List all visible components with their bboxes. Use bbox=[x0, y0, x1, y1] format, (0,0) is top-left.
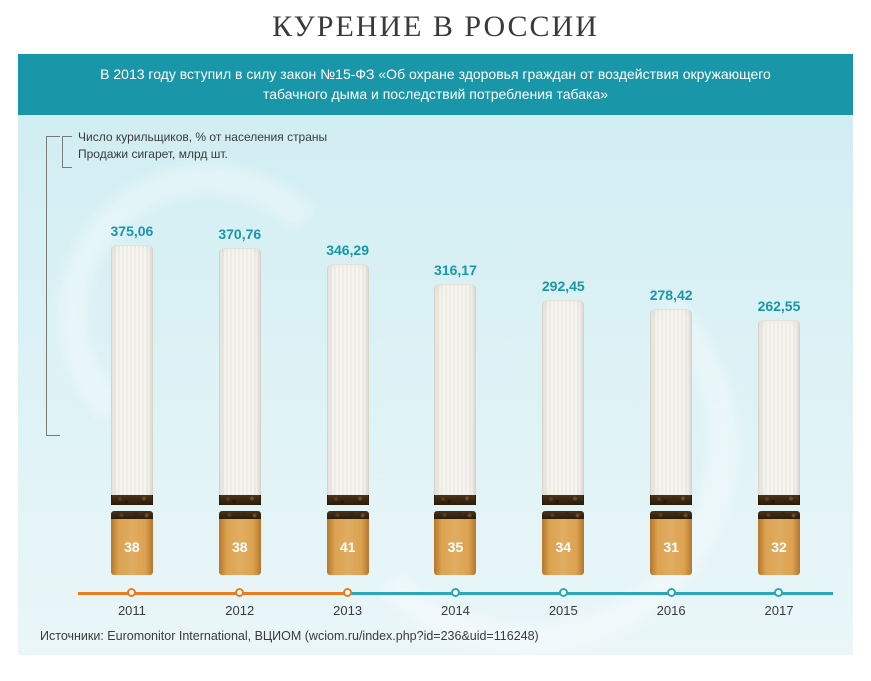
sales-value: 346,29 bbox=[326, 242, 369, 258]
bar-column: 375,06 38 bbox=[84, 223, 180, 575]
cigarette-bar: 32 bbox=[758, 320, 800, 575]
axis-dot bbox=[343, 588, 352, 597]
bars-container: 375,06 38 370,76 38 346,29 41 316,17 35 292,45 34… bbox=[78, 175, 833, 575]
bar-column: 278,42 31 bbox=[623, 287, 719, 575]
axis-year-label: 2016 bbox=[623, 603, 719, 618]
cigarette-paper bbox=[758, 320, 800, 495]
source-text: Источники: Euromonitor International, ВЦ… bbox=[40, 629, 539, 643]
cigarette-bar: 41 bbox=[327, 264, 369, 575]
cigarette-filter: 34 bbox=[542, 519, 584, 575]
cigarette-ash bbox=[219, 495, 261, 505]
sales-value: 375,06 bbox=[111, 223, 154, 239]
cigarette-paper bbox=[434, 284, 476, 495]
bar-column: 316,17 35 bbox=[407, 262, 503, 575]
axis-dot bbox=[235, 588, 244, 597]
cigarette-paper bbox=[650, 309, 692, 495]
axis-dot bbox=[559, 588, 568, 597]
axis-dot bbox=[667, 588, 676, 597]
bar-column: 262,55 32 bbox=[731, 298, 827, 575]
cigarette-bar: 38 bbox=[111, 245, 153, 575]
cigarette-ash bbox=[327, 511, 369, 519]
axis-tick: 2012 bbox=[192, 585, 288, 609]
sales-value: 262,55 bbox=[758, 298, 801, 314]
cigarette-ash bbox=[111, 495, 153, 505]
axis-year-label: 2017 bbox=[731, 603, 827, 618]
axis-year-label: 2015 bbox=[515, 603, 611, 618]
cigarette-gap bbox=[434, 505, 476, 511]
axis-tick: 2017 bbox=[731, 585, 827, 609]
legend-sales: Продажи сигарет, млрд шт. bbox=[78, 147, 228, 161]
cigarette-gap bbox=[650, 505, 692, 511]
cigarette-ash bbox=[434, 511, 476, 519]
page-title: КУРЕНИЕ В РОССИИ bbox=[18, 10, 853, 44]
axis-year-label: 2011 bbox=[84, 603, 180, 618]
cigarette-gap bbox=[542, 505, 584, 511]
cigarette-ash bbox=[219, 511, 261, 519]
cigarette-ash bbox=[758, 511, 800, 519]
axis-tick: 2016 bbox=[623, 585, 719, 609]
cigarette-filter: 38 bbox=[219, 519, 261, 575]
subtitle-bar: В 2013 году вступил в силу закон №15-ФЗ … bbox=[18, 54, 853, 115]
cigarette-ash bbox=[111, 511, 153, 519]
cigarette-ash bbox=[434, 495, 476, 505]
cigarette-paper bbox=[542, 300, 584, 495]
cigarette-ash bbox=[758, 495, 800, 505]
legend-bracket-inner bbox=[62, 136, 72, 168]
sales-value: 316,17 bbox=[434, 262, 477, 278]
legend-bracket-outer bbox=[46, 136, 60, 436]
cigarette-bar: 31 bbox=[650, 309, 692, 575]
sales-value: 370,76 bbox=[218, 226, 261, 242]
axis-tick: 2014 bbox=[407, 585, 503, 609]
axis-tick: 2013 bbox=[300, 585, 396, 609]
axis-tick: 2015 bbox=[515, 585, 611, 609]
cigarette-filter: 35 bbox=[434, 519, 476, 575]
cigarette-bar: 34 bbox=[542, 300, 584, 575]
cigarette-bar: 35 bbox=[434, 284, 476, 575]
cigarette-bar: 38 bbox=[219, 248, 261, 575]
bar-column: 346,29 41 bbox=[300, 242, 396, 575]
cigarette-ash bbox=[327, 495, 369, 505]
cigarette-ash bbox=[650, 495, 692, 505]
cigarette-filter: 32 bbox=[758, 519, 800, 575]
cigarette-filter: 38 bbox=[111, 519, 153, 575]
cigarette-paper bbox=[111, 245, 153, 495]
cigarette-paper bbox=[327, 264, 369, 495]
sales-value: 278,42 bbox=[650, 287, 693, 303]
axis-year-label: 2013 bbox=[300, 603, 396, 618]
sales-value: 292,45 bbox=[542, 278, 585, 294]
cigarette-paper bbox=[219, 248, 261, 495]
axis-dot bbox=[127, 588, 136, 597]
axis-dot bbox=[451, 588, 460, 597]
bar-column: 370,76 38 bbox=[192, 226, 288, 575]
cigarette-gap bbox=[111, 505, 153, 511]
x-axis: 2011 2012 2013 2014 2015 2016 2017 bbox=[78, 585, 833, 609]
axis-year-label: 2014 bbox=[407, 603, 503, 618]
cigarette-ash bbox=[542, 495, 584, 505]
cigarette-gap bbox=[219, 505, 261, 511]
cigarette-ash bbox=[542, 511, 584, 519]
axis-year-label: 2012 bbox=[192, 603, 288, 618]
chart-area: Число курильщиков, % от населения страны… bbox=[18, 115, 853, 655]
cigarette-ash bbox=[650, 511, 692, 519]
axis-dot bbox=[774, 588, 783, 597]
axis-tick: 2011 bbox=[84, 585, 180, 609]
cigarette-filter: 41 bbox=[327, 519, 369, 575]
legend-smokers: Число курильщиков, % от населения страны bbox=[78, 130, 327, 144]
infographic-root: КУРЕНИЕ В РОССИИ В 2013 году вступил в с… bbox=[0, 0, 871, 681]
bar-column: 292,45 34 bbox=[515, 278, 611, 575]
cigarette-filter: 31 bbox=[650, 519, 692, 575]
cigarette-gap bbox=[327, 505, 369, 511]
cigarette-gap bbox=[758, 505, 800, 511]
